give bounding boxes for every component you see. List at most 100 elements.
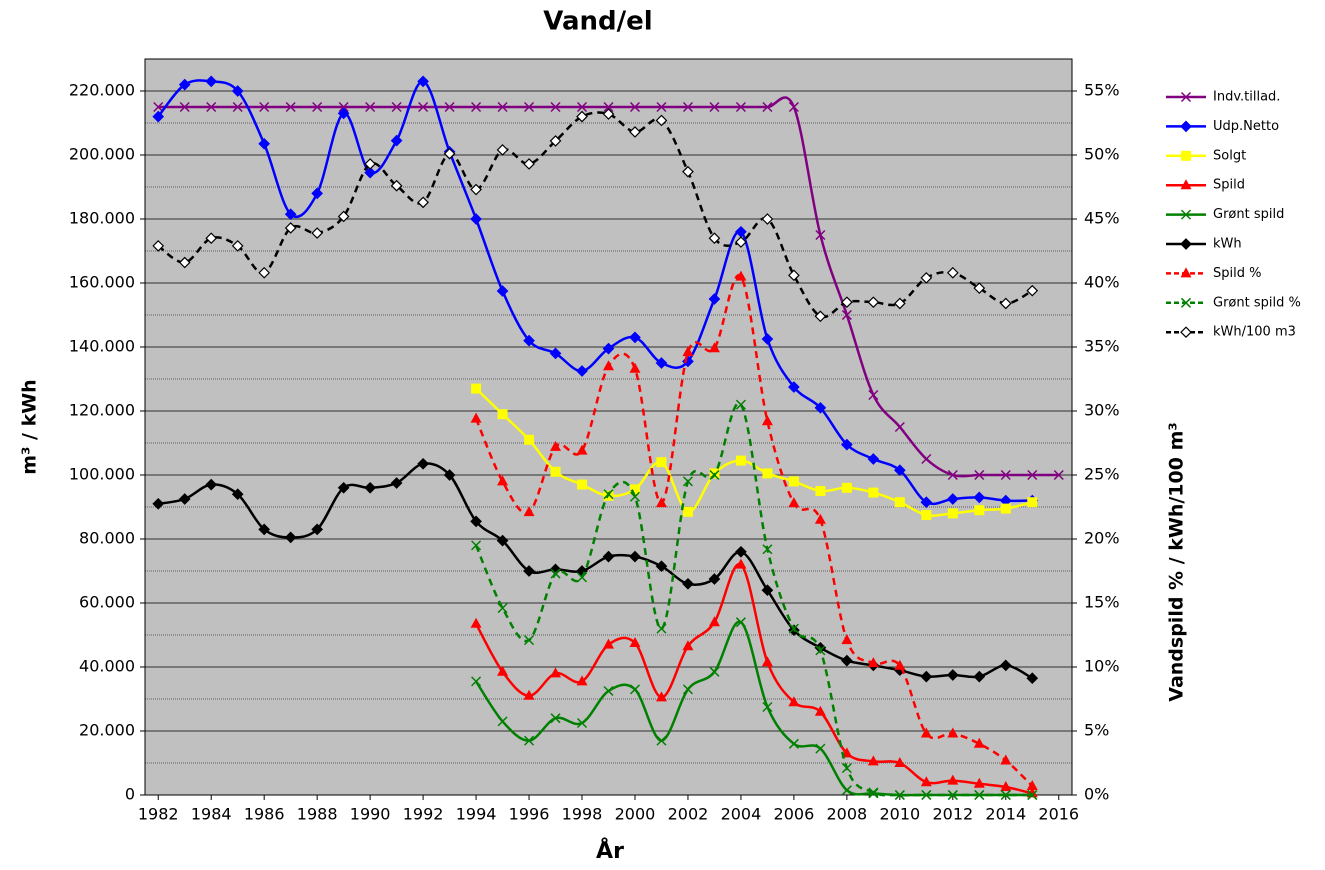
- marker: [205, 478, 218, 491]
- marker: [471, 101, 482, 113]
- marker: [814, 705, 826, 716]
- marker: [629, 126, 641, 138]
- marker: [655, 691, 667, 702]
- marker: [550, 713, 561, 724]
- marker: [709, 101, 720, 113]
- series-line: [157, 111, 1033, 319]
- marker: [867, 657, 879, 668]
- marker: [471, 383, 482, 394]
- marker: [814, 310, 827, 323]
- legend-label: Spild %: [1213, 266, 1261, 281]
- marker: [815, 743, 826, 754]
- marker: [708, 616, 720, 627]
- marker: [1000, 754, 1012, 765]
- marker: [788, 269, 800, 282]
- series-line: [158, 462, 1033, 680]
- marker: [576, 572, 588, 583]
- legend-marker: [1180, 179, 1192, 190]
- marker: [920, 776, 932, 787]
- marker: [761, 333, 774, 345]
- marker: [205, 232, 218, 245]
- marker: [761, 656, 773, 667]
- y2-tick-label: 0%: [1084, 785, 1109, 804]
- marker: [338, 101, 349, 113]
- marker: [232, 101, 243, 113]
- marker: [629, 484, 640, 495]
- marker: [867, 755, 879, 766]
- marker: [868, 487, 879, 498]
- marker: [709, 469, 720, 481]
- marker: [629, 362, 641, 373]
- marker: [629, 637, 641, 647]
- series-line: [157, 79, 1033, 506]
- marker: [152, 110, 165, 123]
- marker: [655, 114, 668, 127]
- x-tick-label: 1984: [191, 805, 232, 824]
- series-line: [475, 620, 1033, 797]
- marker: [390, 134, 403, 147]
- marker: [815, 229, 826, 241]
- marker: [152, 497, 165, 510]
- marker: [999, 659, 1012, 672]
- marker: [735, 101, 746, 113]
- marker: [656, 457, 667, 468]
- marker: [894, 757, 906, 767]
- x-tick-label: 1998: [562, 805, 603, 824]
- marker: [470, 617, 482, 628]
- marker: [470, 183, 482, 196]
- marker: [1027, 789, 1038, 801]
- x-tick-label: 2010: [879, 805, 920, 824]
- marker: [629, 101, 641, 113]
- marker: [311, 523, 324, 536]
- marker: [284, 222, 297, 234]
- marker: [841, 654, 853, 667]
- marker: [206, 101, 217, 113]
- marker: [259, 101, 270, 113]
- marker: [576, 365, 588, 377]
- series-line: [474, 401, 1033, 797]
- marker: [524, 735, 535, 746]
- marker: [682, 506, 693, 517]
- x-tick-label: 1986: [244, 805, 285, 824]
- marker: [682, 577, 694, 590]
- marker: [868, 787, 879, 798]
- marker: [152, 240, 165, 252]
- marker: [311, 187, 324, 200]
- y2-tick-label: 40%: [1084, 273, 1120, 292]
- marker: [285, 101, 296, 113]
- marker: [603, 489, 614, 500]
- y-tick-label: 200.000: [69, 145, 135, 164]
- marker: [947, 727, 959, 738]
- marker: [682, 165, 694, 178]
- marker: [814, 401, 827, 414]
- marker: [682, 640, 694, 651]
- marker: [974, 469, 985, 481]
- marker: [946, 669, 959, 681]
- marker: [470, 515, 482, 528]
- marker: [973, 282, 986, 294]
- marker: [708, 232, 721, 245]
- marker: [576, 444, 588, 455]
- marker: [550, 568, 561, 579]
- marker: [497, 409, 508, 420]
- marker: [205, 75, 218, 88]
- marker: [496, 534, 509, 547]
- y-tick-label: 20.000: [79, 721, 135, 740]
- legend-label: Solgt: [1213, 148, 1246, 163]
- marker: [1026, 780, 1038, 791]
- x-tick-label: 2008: [827, 805, 868, 824]
- marker: [814, 513, 826, 524]
- marker: [1027, 469, 1038, 481]
- x-tick-label: 1988: [297, 805, 338, 824]
- marker: [337, 107, 350, 120]
- marker: [391, 101, 402, 113]
- marker: [682, 476, 693, 487]
- marker: [708, 342, 720, 353]
- marker: [496, 144, 509, 156]
- marker: [471, 540, 482, 551]
- marker: [312, 101, 323, 113]
- marker: [1027, 497, 1038, 508]
- legend-label: Grønt spild: [1213, 207, 1284, 222]
- marker: [841, 438, 853, 451]
